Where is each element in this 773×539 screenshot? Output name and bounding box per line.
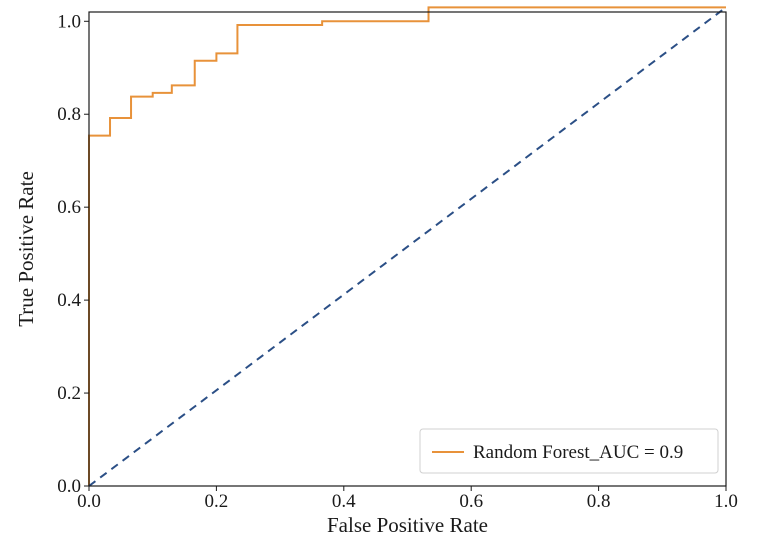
y-axis-ticks: 0.0 0.2 0.4 0.6 0.8 1.0 [57, 11, 89, 497]
x-tick-label: 1.0 [714, 491, 738, 512]
x-tick-label: 0.2 [205, 491, 229, 512]
x-tick-label: 0.6 [459, 491, 483, 512]
legend-box [419, 428, 719, 474]
y-tick-label: 0.4 [57, 290, 81, 311]
x-axis-ticks: 0.0 0.2 0.4 0.6 0.8 1.0 [77, 486, 738, 512]
y-tick-label: 0.2 [57, 383, 81, 404]
y-tick-label: 1.0 [57, 11, 81, 32]
x-tick-label: 0.8 [587, 491, 611, 512]
legend-label-random-forest: Random Forest_AUC = 0.9 [473, 442, 683, 463]
y-tick-label: 0.6 [57, 197, 81, 218]
chance-diagonal-line [88, 6, 727, 487]
y-tick-label: 0.8 [57, 104, 81, 125]
legend: Random Forest_AUC = 0.9 [419, 428, 719, 474]
plot-frame [88, 11, 727, 487]
roc-curve-line [88, 6, 726, 486]
plot-layer [88, 6, 727, 487]
y-axis-title: True Positive Rate [14, 171, 38, 327]
x-tick-label: 0.0 [77, 491, 101, 512]
x-tick-label: 0.4 [332, 491, 356, 512]
x-axis-title: False Positive Rate [327, 513, 488, 537]
y-tick-label: 0.0 [57, 476, 81, 497]
